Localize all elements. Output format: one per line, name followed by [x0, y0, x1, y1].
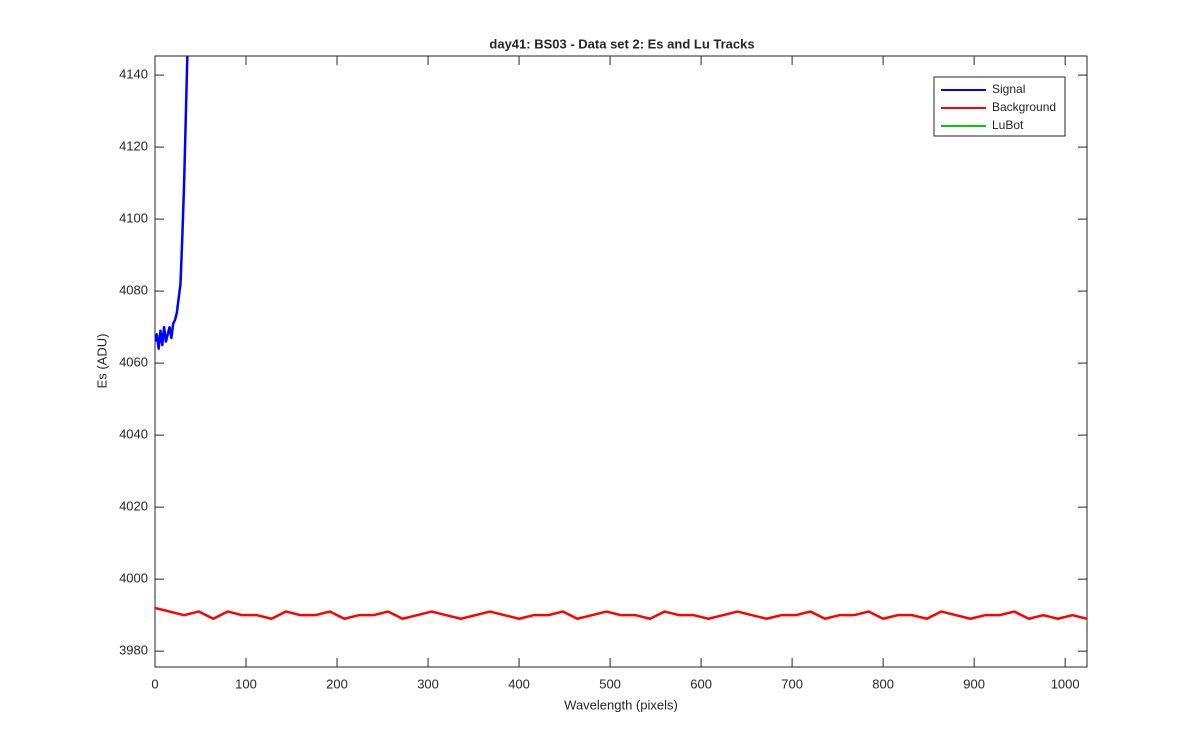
x-tick-label: 200 [326, 676, 348, 691]
series-line [155, 606, 1087, 621]
legend-label: Signal [992, 82, 1025, 96]
y-tick-label: 4020 [119, 499, 148, 514]
y-tick-label: 4080 [119, 283, 148, 298]
y-tick-label: 4060 [119, 355, 148, 370]
y-tick-label: 4120 [119, 139, 148, 154]
y-tick-label: 4100 [119, 211, 148, 226]
chart-title: day41: BS03 - Data set 2: Es and Lu Trac… [489, 36, 754, 51]
x-tick-label: 600 [690, 676, 712, 691]
y-tick-label: 4140 [119, 67, 148, 82]
x-tick-label: 800 [872, 676, 894, 691]
legend-label: Background [992, 100, 1056, 114]
x-tick-label: 300 [417, 676, 439, 691]
y-tick-label: 3980 [119, 643, 148, 658]
x-tick-label: 1000 [1051, 676, 1080, 691]
x-tick-label: 0 [151, 676, 158, 691]
y-axis-label: Es (ADU) [94, 334, 109, 389]
plot-area [154, 55, 1088, 668]
y-tick-label: 4000 [119, 571, 148, 586]
lines [155, 56, 1087, 621]
x-tick-label: 400 [508, 676, 530, 691]
series-line [155, 56, 189, 350]
x-tick-label: 100 [235, 676, 257, 691]
y-tick-label: 4040 [119, 427, 148, 442]
x-axis-label: Wavelength (pixels) [564, 697, 678, 712]
x-tick-label: 500 [599, 676, 621, 691]
x-tick-label: 700 [781, 676, 803, 691]
x-tick-label: 900 [963, 676, 985, 691]
legend-label: LuBot [992, 118, 1024, 132]
